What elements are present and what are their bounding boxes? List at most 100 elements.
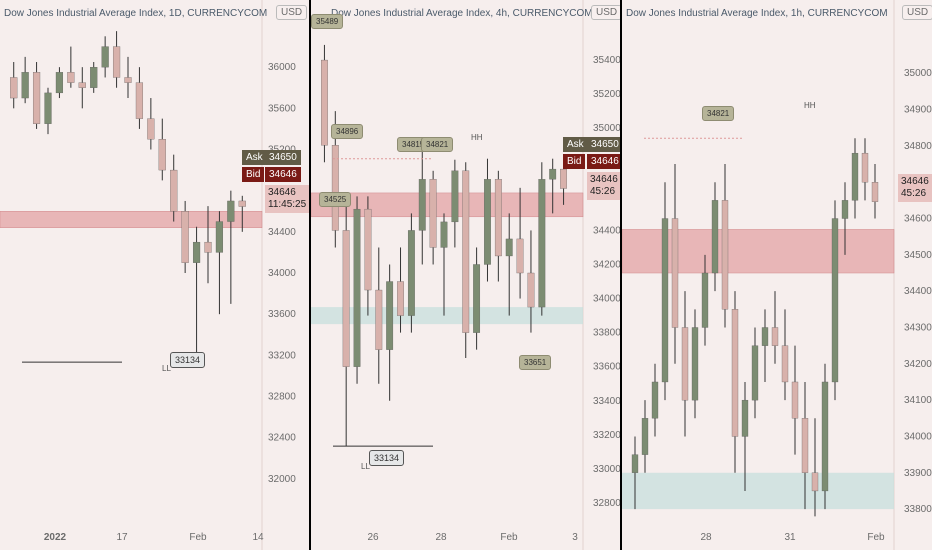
current-price: 34646 xyxy=(590,174,618,185)
date-tick-label: 2022 xyxy=(44,532,67,543)
current-price-tag: 34646 11:45:25 xyxy=(265,185,310,213)
candle-body xyxy=(418,179,426,231)
date-tick-label: 31 xyxy=(784,532,796,543)
candle-body xyxy=(527,272,535,308)
price-tick-label: 34000 xyxy=(593,294,621,305)
price-tick-label: 34500 xyxy=(904,250,932,261)
candle-body xyxy=(751,345,759,401)
candle-body xyxy=(451,170,459,223)
candle-body xyxy=(484,179,491,265)
candle-body xyxy=(701,272,709,328)
candle-body xyxy=(691,327,699,401)
chart-canvas-4h[interactable]: 3540035200350003480034600344003420034000… xyxy=(311,0,621,550)
date-tick-label: Feb xyxy=(189,532,207,543)
resistance-zone xyxy=(311,192,584,218)
candle-body xyxy=(462,170,470,333)
price-label: 33651 xyxy=(519,355,552,370)
date-tick-label: 3 xyxy=(572,532,578,543)
current-price: 34646 xyxy=(268,187,296,198)
price-tick-label: 35400 xyxy=(593,55,621,66)
chart-pane-1h[interactable]: 3500034900348003470034600345003440034300… xyxy=(622,0,932,550)
candle-body xyxy=(32,72,41,124)
candle-body xyxy=(364,208,372,291)
candle-body xyxy=(407,230,415,316)
price-tick-label: 32400 xyxy=(268,433,296,444)
candle-body xyxy=(811,472,819,492)
ask-value: 34650 xyxy=(265,150,301,165)
ask-label: Ask xyxy=(563,137,588,152)
candle-body xyxy=(871,182,879,202)
candle-body xyxy=(342,230,350,367)
bid-value: 34646 xyxy=(265,167,301,182)
price-tick-label: 32800 xyxy=(268,392,296,403)
chart-pane-4h[interactable]: 3540035200350003480034600344003420034000… xyxy=(311,0,621,550)
price-tick-label: 35000 xyxy=(593,123,621,134)
candle-body xyxy=(473,264,481,333)
candle-body xyxy=(44,92,52,124)
candle-body xyxy=(397,281,404,316)
price-tick-label: 34600 xyxy=(904,214,932,225)
price-tick-label: 35600 xyxy=(268,103,296,114)
candle-body xyxy=(671,218,679,328)
price-label: 34821 xyxy=(421,137,454,152)
candle-body xyxy=(192,241,201,263)
chart-pane-1d[interactable]: 3600035600352003480034400340003360033200… xyxy=(0,0,310,550)
candle-body xyxy=(505,238,513,257)
currency-badge[interactable]: USD xyxy=(591,5,621,20)
countdown: 11:45:25 xyxy=(268,199,307,210)
candle-body xyxy=(791,381,799,419)
price-tick-label: 33200 xyxy=(593,430,621,441)
ask-value: 34650 xyxy=(587,137,621,152)
bid-value: 34646 xyxy=(587,154,621,169)
candle-body xyxy=(227,200,235,222)
ll-tag: LL xyxy=(162,364,171,373)
candle-body xyxy=(851,152,859,201)
candle-body xyxy=(353,208,361,367)
candle-body xyxy=(429,179,437,248)
price-tick-label: 33400 xyxy=(593,396,621,407)
currency-badge[interactable]: USD xyxy=(902,5,932,20)
chart-title: Dow Jones Industrial Average Index, 1h, … xyxy=(626,8,888,19)
price-tick-label: 34300 xyxy=(904,322,932,333)
currency-badge[interactable]: USD xyxy=(276,5,308,20)
candle-body xyxy=(21,72,29,99)
candle-body xyxy=(170,169,178,212)
price-tick-label: 34100 xyxy=(904,395,932,406)
candle-body xyxy=(375,289,383,350)
chart-canvas-1d[interactable]: 3600035600352003480034400340003360033200… xyxy=(0,0,310,550)
date-tick-label: 28 xyxy=(435,532,447,543)
candle-body xyxy=(440,221,448,248)
candle-body xyxy=(641,418,649,455)
candle-body xyxy=(741,399,749,437)
candle-body xyxy=(238,200,246,207)
candle-body xyxy=(386,281,394,350)
chart-canvas-1h[interactable]: 3500034900348003470034600345003440034300… xyxy=(622,0,932,550)
pane-divider[interactable] xyxy=(620,0,622,550)
price-tick-label: 35000 xyxy=(904,68,932,79)
price-label-top-left: 35489 xyxy=(311,14,344,29)
price-tick-label: 32000 xyxy=(268,474,296,485)
support-zone xyxy=(622,472,894,510)
ll-price-label: 33134 xyxy=(369,450,405,466)
candle-body xyxy=(771,327,779,346)
price-tick-label: 36000 xyxy=(268,62,296,73)
price-tick-label: 33200 xyxy=(268,350,296,361)
date-tick-label: Feb xyxy=(867,532,885,543)
candle-body xyxy=(101,46,109,68)
candle-body xyxy=(215,221,224,253)
candle-body xyxy=(147,118,155,140)
candle-body xyxy=(861,152,869,183)
countdown: 45:26 xyxy=(590,186,616,197)
candle-body xyxy=(831,218,839,383)
pane-divider[interactable] xyxy=(309,0,311,550)
candle-body xyxy=(681,327,689,401)
price-tick-label: 32800 xyxy=(593,498,621,509)
price-tick-label: 34000 xyxy=(904,431,932,442)
candle-body xyxy=(516,238,524,274)
candle-body xyxy=(821,381,829,492)
ask-label: Ask xyxy=(242,150,267,165)
bid-label: Bid xyxy=(563,154,586,169)
candle-body xyxy=(78,82,86,88)
candle-body xyxy=(112,46,121,78)
candle-body xyxy=(721,200,729,310)
